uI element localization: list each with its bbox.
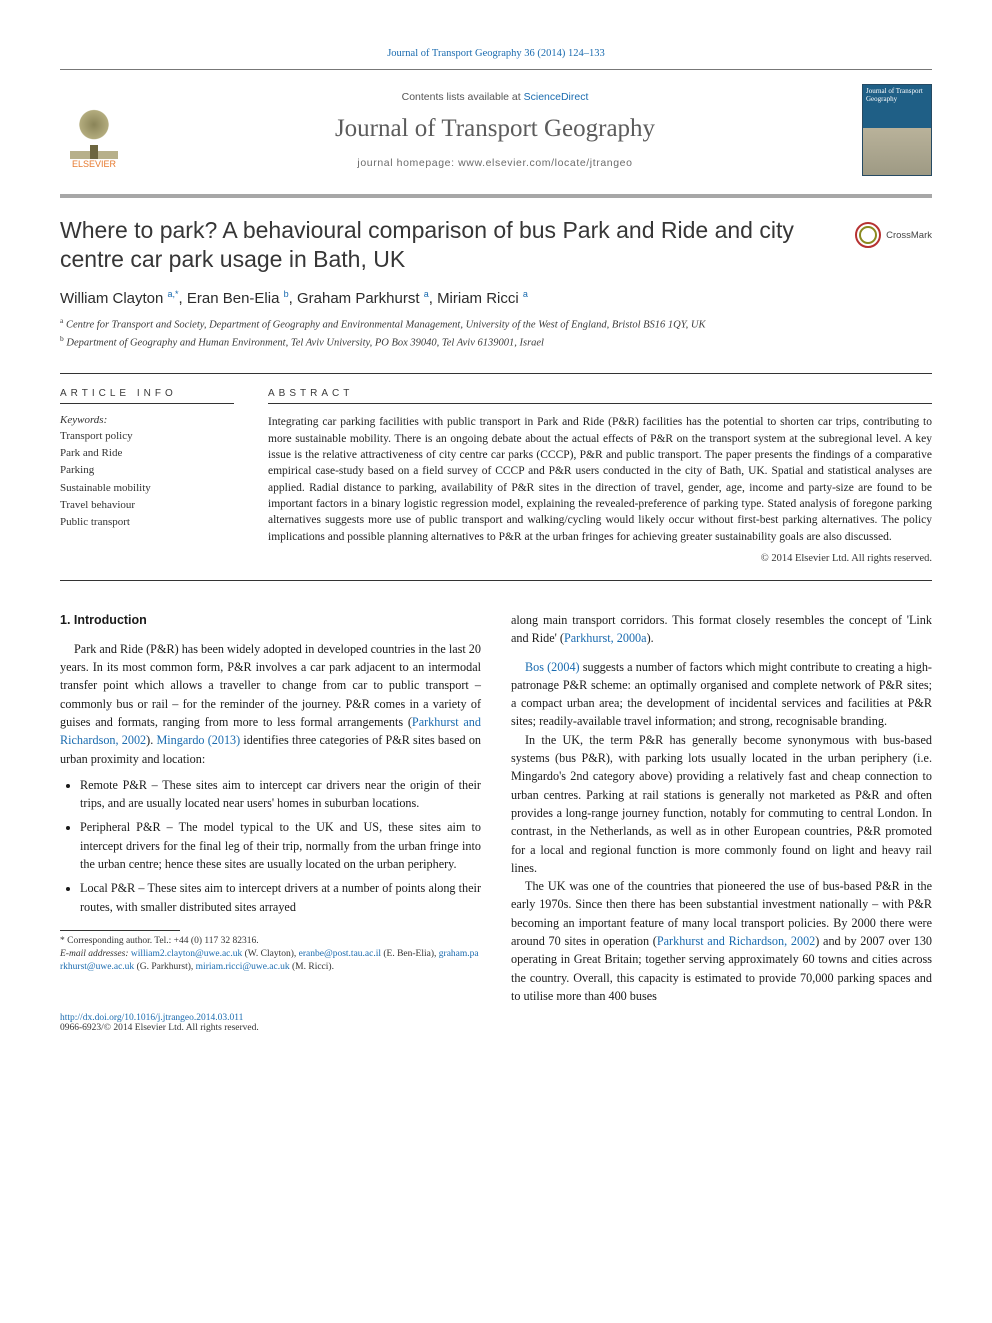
crossmark-badge[interactable]: CrossMark	[855, 216, 932, 248]
authors-line: William Clayton a,*, Eran Ben-Elia b, Gr…	[60, 289, 932, 307]
body-paragraph: along main transport corridors. This for…	[511, 611, 932, 648]
bullet-list: Remote P&R – These sites aim to intercep…	[60, 776, 481, 916]
body-paragraph: In the UK, the term P&R has generally be…	[511, 731, 932, 877]
elsevier-logo[interactable]: ELSEVIER	[60, 91, 128, 169]
keyword: Travel behaviour	[60, 497, 234, 514]
sciencedirect-link[interactable]: ScienceDirect	[524, 91, 589, 103]
rule-info	[60, 403, 234, 404]
corresponding-author: * Corresponding author. Tel.: +44 (0) 11…	[60, 935, 481, 948]
cover-title: Journal of Transport Geography	[866, 88, 928, 103]
journal-name: Journal of Transport Geography	[128, 115, 862, 143]
doi-link[interactable]: http://dx.doi.org/10.1016/j.jtrangeo.201…	[60, 1013, 243, 1023]
keywords-heading: Keywords:	[60, 414, 234, 426]
body-columns: 1. Introduction Park and Ride (P&R) has …	[60, 611, 932, 1005]
author: Miriam Ricci a	[437, 290, 528, 307]
footer-bar: http://dx.doi.org/10.1016/j.jtrangeo.201…	[60, 1013, 932, 1033]
citation-link[interactable]: Mingardo (2013)	[156, 733, 240, 747]
keyword: Parking	[60, 462, 234, 479]
elsevier-label: ELSEVIER	[72, 159, 116, 169]
footnote-rule	[60, 930, 180, 931]
list-item: Remote P&R – These sites aim to intercep…	[80, 776, 481, 813]
footnotes: * Corresponding author. Tel.: +44 (0) 11…	[60, 935, 481, 973]
section-heading: 1. Introduction	[60, 611, 481, 630]
elsevier-tree-icon	[70, 107, 118, 159]
email-addresses: E-mail addresses: william2.clayton@uwe.a…	[60, 948, 481, 974]
list-item: Local P&R – These sites aim to intercept…	[80, 879, 481, 916]
keywords-list: Transport policy Park and Ride Parking S…	[60, 428, 234, 530]
rule-abstract	[268, 403, 932, 404]
keyword: Park and Ride	[60, 445, 234, 462]
keyword: Transport policy	[60, 428, 234, 445]
abstract-copyright: © 2014 Elsevier Ltd. All rights reserved…	[268, 553, 932, 564]
abstract-column: abstract Integrating car parking facilit…	[268, 388, 932, 564]
crossmark-label: CrossMark	[886, 230, 932, 241]
email-link[interactable]: william2.clayton@uwe.ac.uk	[131, 949, 242, 959]
journal-header: ELSEVIER Contents lists available at Sci…	[60, 80, 932, 188]
journal-homepage[interactable]: journal homepage: www.elsevier.com/locat…	[128, 157, 862, 169]
journal-cover-thumb[interactable]: Journal of Transport Geography	[862, 84, 932, 176]
keyword: Public transport	[60, 514, 234, 531]
abstract-text: Integrating car parking facilities with …	[268, 414, 932, 545]
author: Graham Parkhurst a	[297, 290, 429, 307]
article-info-column: article info Keywords: Transport policy …	[60, 388, 234, 564]
abstract-heading: abstract	[268, 388, 932, 399]
crossmark-icon	[855, 222, 881, 248]
journal-reference: Journal of Transport Geography 36 (2014)…	[60, 48, 932, 59]
article-info-heading: article info	[60, 388, 234, 399]
email-link[interactable]: eranbe@post.tau.ac.il	[299, 949, 381, 959]
author: Eran Ben-Elia b	[187, 290, 289, 307]
body-paragraph: Bos (2004) suggests a number of factors …	[511, 658, 932, 731]
affiliation: a Centre for Transport and Society, Depa…	[60, 315, 932, 333]
rule-thick	[60, 194, 932, 198]
article-title: Where to park? A behavioural comparison …	[60, 216, 820, 275]
citation-link[interactable]: Parkhurst and Richardson, 2002	[657, 934, 815, 948]
issn-copyright: 0966-6923/© 2014 Elsevier Ltd. All right…	[60, 1023, 932, 1033]
contents-line: Contents lists available at ScienceDirec…	[128, 91, 862, 103]
author: William Clayton a,*	[60, 290, 179, 307]
affiliations: a Centre for Transport and Society, Depa…	[60, 315, 932, 352]
citation-link[interactable]: Bos (2004)	[525, 660, 580, 674]
contents-label: Contents lists available at	[402, 91, 521, 103]
body-paragraph: The UK was one of the countries that pio…	[511, 877, 932, 1005]
list-item: Peripheral P&R – The model typical to th…	[80, 818, 481, 873]
citation-link[interactable]: Parkhurst, 2000a	[564, 631, 647, 645]
rule-top	[60, 69, 932, 70]
keyword: Sustainable mobility	[60, 480, 234, 497]
affiliation: b Department of Geography and Human Envi…	[60, 333, 932, 351]
body-paragraph: Park and Ride (P&R) has been widely adop…	[60, 640, 481, 768]
email-link[interactable]: miriam.ricci@uwe.ac.uk	[196, 962, 290, 972]
